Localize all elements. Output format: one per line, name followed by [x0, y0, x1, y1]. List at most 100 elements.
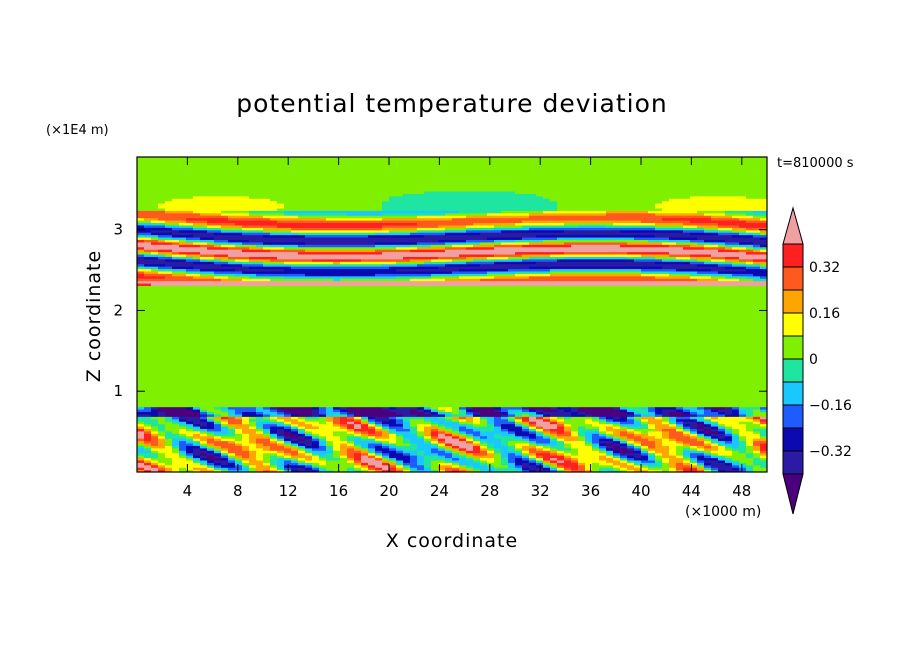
field-cell	[284, 438, 292, 442]
field-cell	[144, 455, 152, 459]
field-cell	[270, 319, 278, 323]
field-cell	[340, 217, 348, 221]
field-cell	[375, 287, 383, 291]
field-cell	[284, 326, 292, 330]
field-cell	[298, 389, 306, 393]
field-cell	[347, 166, 355, 170]
field-cell	[249, 319, 257, 323]
field-cell	[172, 244, 180, 248]
field-cell	[137, 355, 145, 359]
field-cell	[235, 278, 243, 282]
field-cell	[172, 275, 180, 279]
field-cell	[235, 275, 243, 279]
field-cell	[305, 181, 313, 185]
field-cell	[186, 377, 194, 381]
field-cell	[221, 457, 229, 461]
field-cell	[200, 256, 208, 260]
field-cell	[277, 275, 285, 279]
field-cell	[137, 350, 145, 354]
field-cell	[214, 312, 222, 316]
field-cell	[291, 333, 299, 337]
field-cell	[228, 416, 236, 420]
field-cell	[312, 212, 320, 216]
field-cell	[235, 295, 243, 299]
field-cell	[256, 232, 264, 236]
field-cell	[305, 428, 313, 432]
field-cell	[270, 307, 278, 311]
field-cell	[326, 452, 334, 456]
field-cell	[249, 283, 257, 287]
field-cell	[340, 370, 348, 374]
field-cell	[298, 222, 306, 226]
field-cell	[291, 362, 299, 366]
field-cell	[144, 263, 152, 267]
field-cell	[298, 319, 306, 323]
field-cell	[249, 467, 257, 471]
field-cell	[256, 447, 264, 451]
field-cell	[396, 365, 404, 369]
field-cell	[305, 251, 313, 255]
field-cell	[368, 178, 376, 182]
field-cell	[347, 299, 355, 303]
field-cell	[284, 234, 292, 238]
field-cell	[326, 193, 334, 197]
field-cell	[249, 253, 257, 257]
field-cell	[319, 304, 327, 308]
field-cell	[256, 263, 264, 267]
field-cell	[221, 348, 229, 352]
field-cell	[305, 455, 313, 459]
field-cell	[270, 283, 278, 287]
field-cell	[347, 382, 355, 386]
field-cell	[158, 324, 166, 328]
field-cell	[242, 316, 250, 320]
field-cell	[319, 435, 327, 439]
field-cell	[200, 212, 208, 216]
field-cell	[172, 459, 180, 463]
field-cell	[242, 450, 250, 454]
field-cell	[214, 389, 222, 393]
field-cell	[186, 304, 194, 308]
field-cell	[137, 256, 145, 260]
field-cell	[298, 372, 306, 376]
field-cell	[291, 469, 299, 472]
field-cell	[284, 353, 292, 357]
field-cell	[375, 275, 383, 279]
field-cell	[361, 220, 369, 224]
field-cell	[319, 348, 327, 352]
field-cell	[221, 266, 229, 270]
field-cell	[242, 290, 250, 294]
field-cell	[298, 350, 306, 354]
field-cell	[179, 435, 187, 439]
field-cell	[396, 232, 404, 236]
field-cell	[305, 324, 313, 328]
field-cell	[242, 362, 250, 366]
field-cell	[333, 307, 341, 311]
field-cell	[354, 285, 362, 289]
field-cell	[193, 178, 201, 182]
field-cell	[214, 435, 222, 439]
field-cell	[319, 190, 327, 194]
field-cell	[361, 159, 369, 163]
field-cell	[193, 445, 201, 449]
field-cell	[305, 261, 313, 265]
field-cell	[228, 326, 236, 330]
field-cell	[158, 457, 166, 461]
field-cell	[165, 251, 173, 255]
field-cell	[368, 266, 376, 270]
field-cell	[200, 222, 208, 226]
field-cell	[172, 418, 180, 422]
field-cell	[165, 467, 173, 471]
field-cell	[242, 304, 250, 308]
field-cell	[326, 445, 334, 449]
field-cell	[361, 239, 369, 243]
field-cell	[291, 370, 299, 374]
field-cell	[333, 173, 341, 177]
field-cell	[340, 261, 348, 265]
field-cell	[193, 413, 201, 417]
field-cell	[200, 394, 208, 398]
field-cell	[249, 406, 257, 410]
field-cell	[396, 389, 404, 393]
field-cell	[312, 411, 320, 415]
field-cell	[375, 404, 383, 408]
field-cell	[361, 261, 369, 265]
